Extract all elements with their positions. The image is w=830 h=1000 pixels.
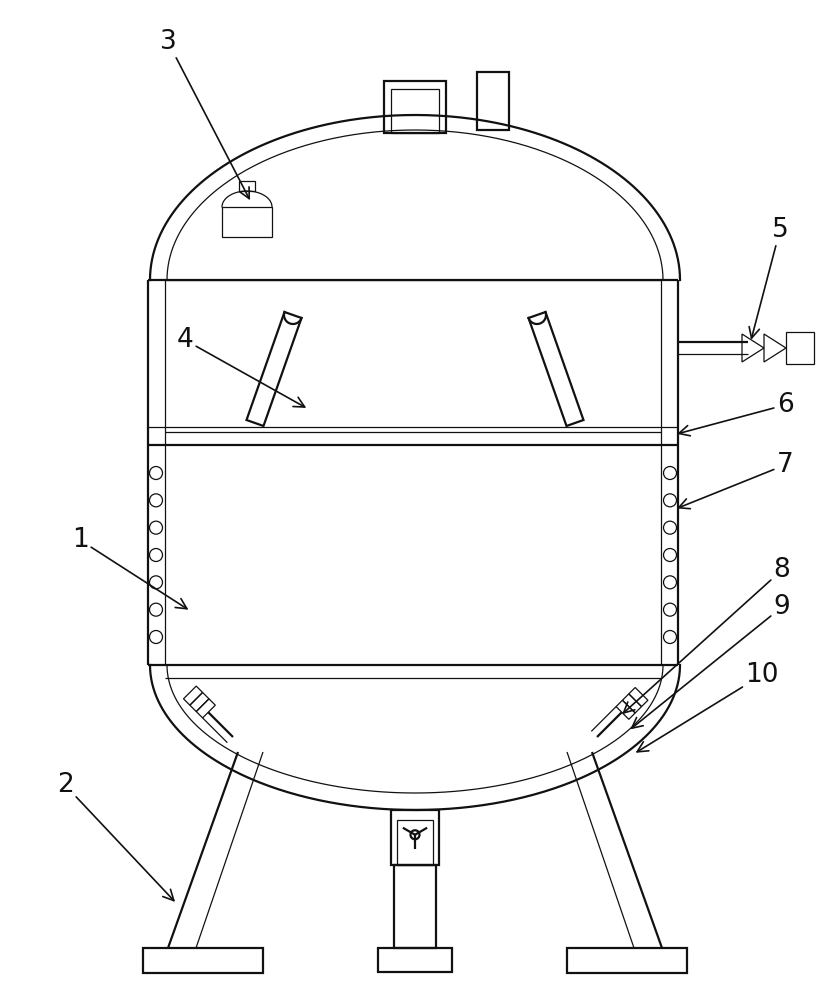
Bar [378,948,452,972]
Text: 7: 7 [679,452,793,509]
Text: 1: 1 [71,527,187,609]
Bar [567,948,687,973]
Bar [477,72,509,130]
Bar [384,81,446,133]
Text: 10: 10 [637,662,779,752]
Bar [222,207,272,237]
Bar [786,332,814,364]
Text: 2: 2 [56,772,173,901]
Text: 5: 5 [749,217,788,338]
Bar [394,865,436,948]
Bar [391,810,439,865]
Bar [397,820,433,865]
Text: 6: 6 [679,392,793,436]
Bar [391,89,439,133]
Text: 3: 3 [159,29,249,199]
Bar [143,948,263,973]
Text: 8: 8 [623,557,790,713]
Bar [239,181,255,191]
Text: 9: 9 [632,594,790,728]
Text: 4: 4 [177,327,305,407]
